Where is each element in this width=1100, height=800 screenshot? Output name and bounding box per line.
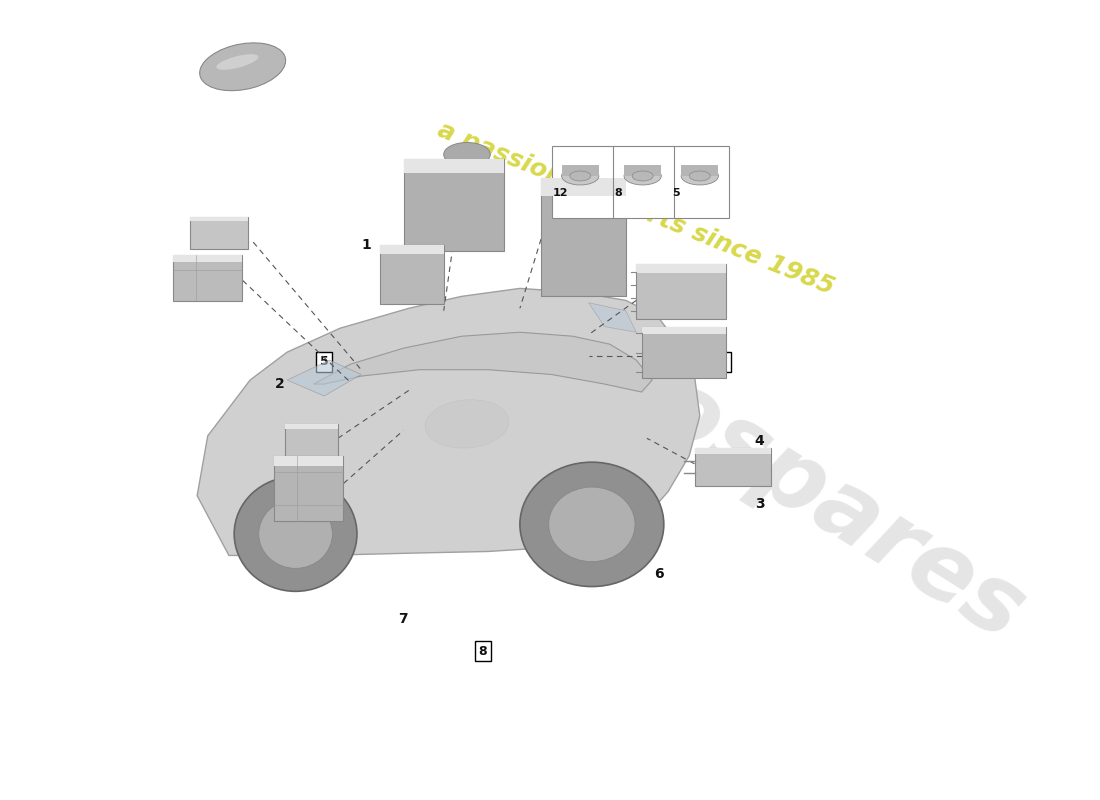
Bar (274, 456, 343, 466)
Bar (681, 165, 718, 176)
Bar (285, 424, 338, 456)
Ellipse shape (562, 167, 598, 185)
Ellipse shape (234, 477, 356, 591)
Polygon shape (314, 332, 652, 392)
Text: 1: 1 (361, 238, 371, 251)
Text: 5: 5 (608, 541, 617, 554)
Bar (381, 245, 443, 304)
Bar (404, 159, 504, 173)
Text: 2: 2 (274, 377, 284, 391)
Bar (189, 217, 248, 249)
Text: 12: 12 (711, 355, 727, 368)
Bar (694, 448, 771, 454)
Bar (404, 159, 504, 251)
Bar (541, 178, 626, 196)
Polygon shape (197, 288, 700, 555)
Bar (641, 326, 726, 334)
Ellipse shape (520, 462, 663, 586)
Bar (636, 265, 726, 318)
Text: 8: 8 (478, 645, 487, 658)
Ellipse shape (681, 167, 718, 185)
Bar (636, 265, 726, 273)
Bar (551, 146, 729, 218)
Text: a passion for parts since 1985: a passion for parts since 1985 (434, 118, 838, 299)
Bar (381, 245, 443, 254)
Bar (189, 217, 248, 222)
Text: eurospares: eurospares (485, 266, 1041, 661)
Ellipse shape (217, 54, 258, 70)
Ellipse shape (632, 171, 653, 181)
Ellipse shape (258, 499, 332, 568)
Text: 5: 5 (320, 355, 329, 368)
Text: 9: 9 (278, 565, 288, 578)
Text: 7: 7 (398, 612, 408, 626)
Bar (285, 424, 338, 429)
Ellipse shape (690, 171, 711, 181)
Ellipse shape (624, 167, 661, 185)
Text: 3: 3 (755, 497, 764, 510)
Text: 4: 4 (755, 434, 764, 449)
Bar (541, 178, 626, 296)
Text: 5: 5 (672, 188, 680, 198)
Polygon shape (287, 360, 361, 396)
Ellipse shape (443, 142, 491, 166)
Ellipse shape (200, 43, 286, 90)
Bar (641, 326, 726, 378)
Ellipse shape (570, 171, 591, 181)
Ellipse shape (549, 487, 635, 562)
Bar (562, 165, 598, 176)
Text: 8: 8 (615, 188, 623, 198)
Text: 11: 11 (690, 354, 708, 369)
Bar (274, 456, 343, 521)
Bar (173, 255, 242, 262)
Bar (694, 448, 771, 486)
Ellipse shape (425, 400, 509, 448)
Polygon shape (588, 302, 636, 332)
Bar (173, 255, 242, 301)
Text: 10: 10 (270, 522, 288, 536)
Bar (624, 165, 661, 176)
Text: 12: 12 (552, 188, 568, 198)
Text: 6: 6 (654, 566, 664, 581)
